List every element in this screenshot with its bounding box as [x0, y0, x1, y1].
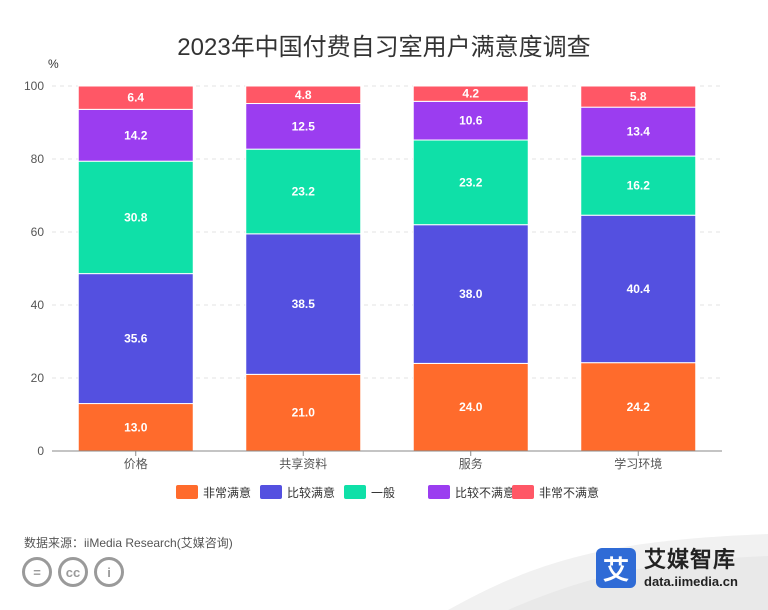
bar-segment — [580, 85, 697, 108]
data-label: 21.0 — [292, 406, 316, 420]
y-tick-label: 100 — [24, 79, 44, 93]
bar-segment — [77, 273, 194, 405]
y-axis-unit: % — [48, 57, 59, 71]
data-label: 38.0 — [459, 287, 483, 301]
logo-mark-icon: 艾 — [596, 548, 636, 588]
y-tick-label: 0 — [37, 444, 44, 458]
person-icon: i — [94, 557, 124, 587]
bar-segment — [77, 403, 194, 452]
y-tick-label: 60 — [31, 225, 45, 239]
data-label: 24.0 — [459, 400, 483, 414]
bar-segment — [245, 233, 362, 375]
y-tick-label: 80 — [31, 152, 45, 166]
brand-logo[interactable]: 艾 艾媒智库 data.iimedia.cn — [596, 548, 738, 588]
bar-segment — [412, 224, 529, 364]
y-tick-label: 40 — [31, 298, 45, 312]
legend-swatch — [512, 485, 534, 499]
x-tick-label: 共享资料 — [279, 456, 327, 471]
bar-segment — [245, 85, 362, 105]
data-label: 23.2 — [292, 184, 316, 198]
legend-swatch — [260, 485, 282, 499]
bar-segment — [580, 155, 697, 216]
data-label: 13.4 — [627, 125, 651, 139]
bars: 13.0 35.6 30.8 14.2 6.4 21.0 38.5 23.2 12.5 4.8 24… — [77, 85, 697, 452]
data-label: 4.8 — [295, 88, 312, 102]
x-tick-label: 学习环境 — [614, 456, 662, 471]
data-label: 40.4 — [627, 282, 651, 296]
data-label: 10.6 — [459, 114, 483, 128]
bar-segment — [412, 100, 529, 141]
data-label: 12.5 — [292, 119, 316, 133]
bar-segment — [580, 214, 697, 364]
bar-segment — [245, 103, 362, 150]
data-label: 13.0 — [124, 420, 148, 434]
x-tick-label: 价格 — [124, 456, 148, 471]
legend-label: 一般 — [371, 485, 395, 500]
legend: 非常满意 比较满意 一般 比较不满意 非常不满意 — [176, 485, 599, 500]
data-label: 24.2 — [627, 400, 651, 414]
data-label: 35.6 — [124, 332, 148, 346]
legend-label: 非常不满意 — [539, 485, 599, 500]
data-label: 30.8 — [124, 210, 148, 224]
bar-segment — [412, 85, 529, 102]
brand-url: data.iimedia.cn — [644, 573, 738, 589]
legend-label: 非常满意 — [203, 485, 251, 500]
legend-swatch — [176, 485, 198, 499]
bar-segment — [580, 362, 697, 452]
y-tick-label: 20 — [31, 371, 45, 385]
source-note: 数据来源：iiMedia Research(艾媒咨询) — [24, 536, 233, 550]
data-label: 23.2 — [459, 175, 483, 189]
brand-name: 艾媒智库 — [644, 546, 737, 572]
legend-label: 比较不满意 — [455, 485, 515, 500]
data-label: 6.4 — [127, 91, 144, 105]
data-label: 5.8 — [630, 90, 647, 104]
cc-icon: cc — [58, 557, 88, 587]
x-tick-label: 服务 — [459, 456, 483, 471]
legend-swatch — [344, 485, 366, 499]
license-icons: = cc i — [22, 557, 124, 587]
bar-segment — [77, 85, 194, 110]
bar-segment — [580, 106, 697, 157]
bar-segment — [245, 148, 362, 235]
data-label: 14.2 — [124, 128, 148, 142]
data-label: 4.2 — [462, 87, 479, 101]
legend-swatch — [428, 485, 450, 499]
data-label: 16.2 — [627, 179, 651, 193]
equal-icon: = — [22, 557, 52, 587]
chart-title: 2023年中国付费自习室用户满意度调查 — [177, 34, 590, 61]
bar-segment — [77, 108, 194, 162]
bar-segment — [412, 139, 529, 226]
data-label: 38.5 — [292, 297, 316, 311]
axes: 0 20 40 60 80 100 价格 共享资料 服务 学习环境 — [24, 79, 722, 471]
legend-label: 比较满意 — [287, 485, 335, 500]
